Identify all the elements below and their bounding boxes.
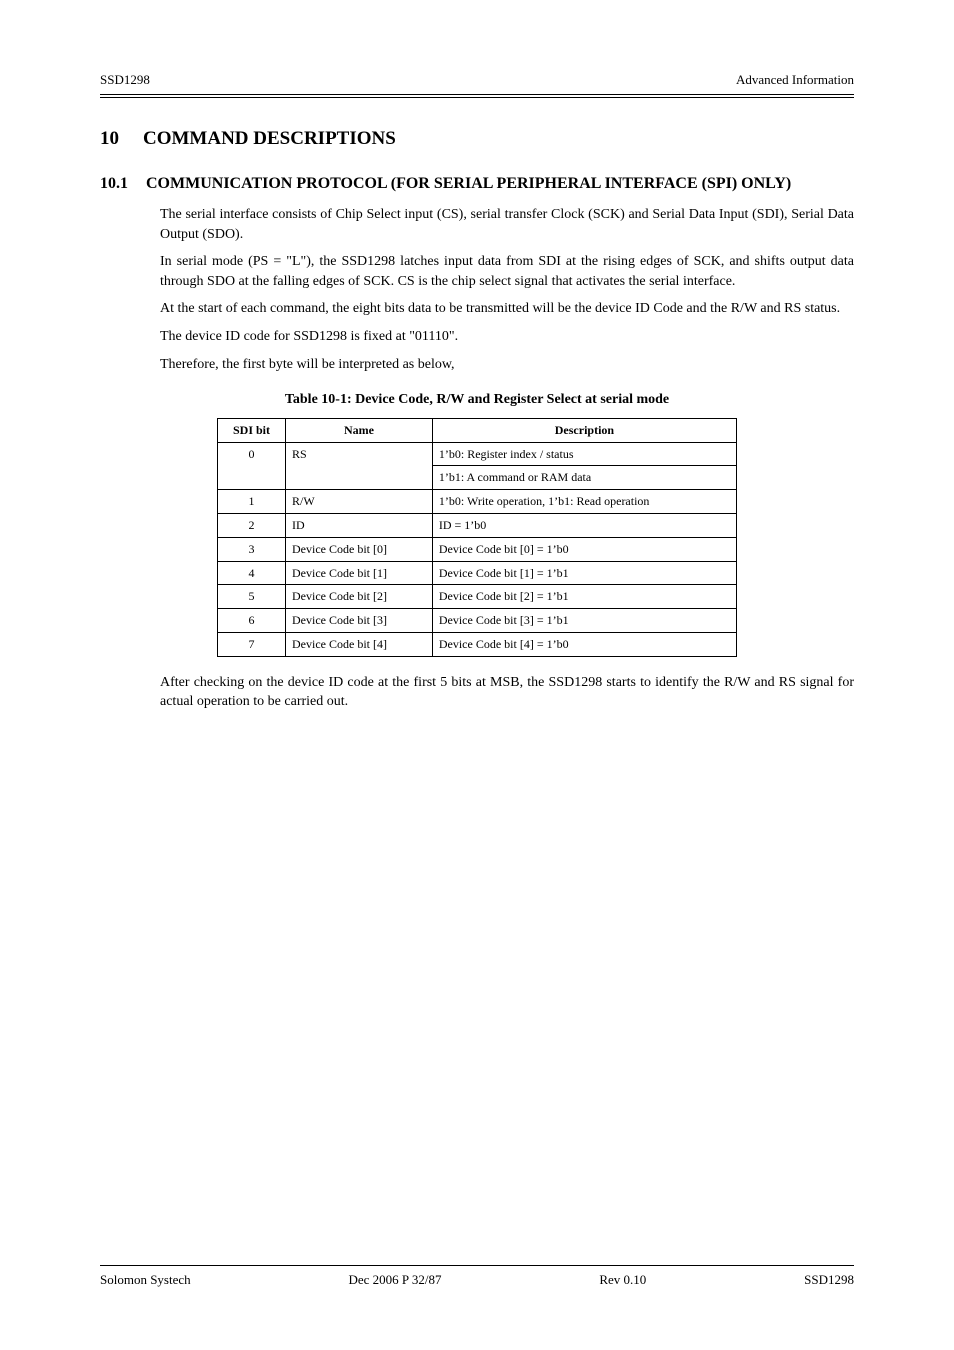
table-cell: Device Code bit [4] (286, 632, 433, 656)
table-cell: 7 (218, 632, 286, 656)
table-row: 6 Device Code bit [3] Device Code bit [3… (218, 609, 737, 633)
table-row: 3 Device Code bit [0] Device Code bit [0… (218, 537, 737, 561)
table-cell: Device Code bit [1] = 1’b1 (432, 561, 736, 585)
paragraph: The serial interface consists of Chip Se… (160, 205, 854, 244)
footer-right: Rev 0.10 (599, 1272, 646, 1288)
table-col-header: SDI bit (218, 418, 286, 442)
subsection-number: 10.1 (100, 173, 128, 195)
table-cell: 2 (218, 513, 286, 537)
table-cell: 1’b0: Register index / status (432, 442, 736, 466)
table-cell: R/W (286, 490, 433, 514)
table-cell: Device Code bit [3] = 1’b1 (432, 609, 736, 633)
table-row: 1 R/W 1’b0: Write operation, 1’b1: Read … (218, 490, 737, 514)
table-header-row: SDI bit Name Description (218, 418, 737, 442)
table-cell: 4 (218, 561, 286, 585)
table-row: 4 Device Code bit [1] Device Code bit [1… (218, 561, 737, 585)
page-content: SSD1298 Advanced Information 10 COMMAND … (100, 72, 854, 712)
table-row: 5 Device Code bit [2] Device Code bit [2… (218, 585, 737, 609)
table-col-header: Description (432, 418, 736, 442)
section-number: 10 (100, 126, 119, 153)
paragraph: The device ID code for SSD1298 is fixed … (160, 327, 854, 347)
table-cell: 1 (218, 490, 286, 514)
table-col-header: Name (286, 418, 433, 442)
table-cell: Device Code bit [2] (286, 585, 433, 609)
table-cell: 5 (218, 585, 286, 609)
paragraph: Therefore, the first byte will be interp… (160, 355, 854, 375)
footer-row: Solomon Systech Dec 2006 P 32/87 Rev 0.1… (100, 1272, 854, 1288)
table-cell: 6 (218, 609, 286, 633)
paragraph: At the start of each command, the eight … (160, 299, 854, 319)
table-cell: 1’b0: Write operation, 1’b1: Read operat… (432, 490, 736, 514)
subsection-heading: 10.1 COMMUNICATION PROTOCOL (FOR SERIAL … (100, 173, 854, 195)
table-cell: 1’b1: A command or RAM data (432, 466, 736, 490)
table-cell: Device Code bit [0] (286, 537, 433, 561)
table-cell: 3 (218, 537, 286, 561)
table-body: 0 RS 1’b0: Register index / status 1’b1:… (218, 442, 737, 656)
table-cell: Device Code bit [1] (286, 561, 433, 585)
section-title: COMMAND DESCRIPTIONS (143, 126, 396, 153)
table-cell: Device Code bit [0] = 1’b0 (432, 537, 736, 561)
section-heading: 10 COMMAND DESCRIPTIONS (100, 126, 854, 153)
footer-center: Dec 2006 P 32/87 (348, 1272, 441, 1288)
subsection-title: COMMUNICATION PROTOCOL (FOR SERIAL PERIP… (146, 173, 791, 195)
table-row: 0 RS 1’b0: Register index / status (218, 442, 737, 466)
table-row: 2 ID ID = 1’b0 (218, 513, 737, 537)
footer-left: Solomon Systech (100, 1272, 191, 1288)
paragraph: In serial mode (PS = "L"), the SSD1298 l… (160, 252, 854, 291)
table-cell: ID = 1’b0 (432, 513, 736, 537)
page-footer: Solomon Systech Dec 2006 P 32/87 Rev 0.1… (100, 1265, 854, 1288)
table-cell: Device Code bit [4] = 1’b0 (432, 632, 736, 656)
table-cell: Device Code bit [3] (286, 609, 433, 633)
table-caption: Table 10-1: Device Code, R/W and Registe… (100, 390, 854, 410)
table-cell: RS (286, 442, 433, 490)
header-rule-thick (100, 94, 854, 95)
footer-rule (100, 1265, 854, 1266)
table-cell: Device Code bit [2] = 1’b1 (432, 585, 736, 609)
content-body: 10 COMMAND DESCRIPTIONS 10.1 COMMUNICATI… (100, 126, 854, 712)
table-cell: 0 (218, 442, 286, 490)
footer-far-right: SSD1298 (804, 1272, 854, 1288)
header-left: SSD1298 (100, 72, 150, 88)
table-row: 7 Device Code bit [4] Device Code bit [4… (218, 632, 737, 656)
page-header: SSD1298 Advanced Information (100, 72, 854, 88)
table-cell: ID (286, 513, 433, 537)
header-rule-thin (100, 97, 854, 98)
register-table: SDI bit Name Description 0 RS 1’b0: Regi… (217, 418, 737, 657)
header-right: Advanced Information (736, 72, 854, 88)
paragraph: After checking on the device ID code at … (160, 673, 854, 712)
